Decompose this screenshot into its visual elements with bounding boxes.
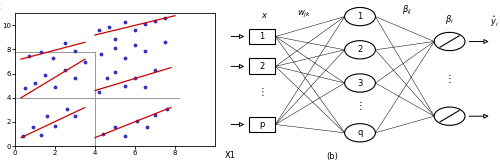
Point — [133, 119, 141, 122]
Text: $x$: $x$ — [261, 11, 268, 20]
Point — [163, 107, 171, 110]
Point — [95, 90, 103, 93]
Text: p: p — [260, 120, 264, 129]
Point — [121, 20, 129, 23]
Point — [49, 57, 57, 59]
Text: (b): (b) — [326, 152, 338, 161]
Point — [141, 86, 149, 88]
Point — [111, 37, 119, 40]
Text: $w_k$: $w_k$ — [354, 0, 366, 2]
Point — [41, 74, 49, 76]
Point — [131, 43, 139, 46]
Text: 3: 3 — [358, 79, 362, 87]
Point — [99, 133, 107, 135]
Point — [111, 71, 119, 74]
Point — [141, 23, 149, 25]
Point — [141, 49, 149, 52]
Point — [143, 125, 151, 128]
Point — [121, 57, 129, 59]
Point — [63, 107, 71, 110]
Point — [71, 49, 79, 52]
Point — [71, 77, 79, 80]
Circle shape — [434, 107, 465, 125]
Point — [61, 69, 69, 71]
Point — [51, 86, 59, 88]
Point — [71, 115, 79, 117]
Circle shape — [434, 32, 465, 51]
Point — [121, 84, 129, 87]
Point — [25, 54, 33, 57]
Bar — [248, 58, 276, 74]
Point — [151, 19, 159, 22]
Circle shape — [344, 74, 376, 92]
Bar — [248, 29, 276, 44]
Bar — [248, 117, 276, 132]
Text: 1: 1 — [358, 12, 362, 21]
Point — [19, 135, 27, 138]
Text: 2: 2 — [358, 45, 362, 54]
Text: $\beta_i$: $\beta_i$ — [445, 13, 454, 26]
Point — [51, 124, 59, 127]
Text: ⋮: ⋮ — [257, 87, 267, 97]
Text: q: q — [358, 128, 362, 137]
Point — [81, 60, 89, 63]
Text: $\hat{y}_i$: $\hat{y}_i$ — [490, 14, 499, 29]
Text: X1: X1 — [225, 151, 236, 160]
Point — [31, 82, 39, 85]
Point — [95, 29, 103, 32]
Point — [43, 115, 51, 117]
Circle shape — [344, 7, 376, 26]
Text: $\beta_{ij}$: $\beta_{ij}$ — [402, 3, 413, 17]
Text: 1: 1 — [260, 32, 264, 41]
Point — [161, 17, 169, 19]
Text: ⋮: ⋮ — [355, 101, 365, 111]
Point — [151, 113, 159, 116]
Text: ⋮: ⋮ — [444, 74, 454, 84]
Point — [131, 29, 139, 32]
Circle shape — [344, 41, 376, 59]
Point — [37, 51, 45, 53]
Point — [103, 77, 111, 80]
Text: 2: 2 — [260, 62, 264, 71]
Point — [29, 125, 37, 128]
Text: $w_{jk}$: $w_{jk}$ — [297, 9, 311, 20]
Point — [161, 41, 169, 44]
Point — [97, 53, 105, 56]
Point — [131, 77, 139, 80]
Point — [121, 135, 129, 138]
Circle shape — [344, 124, 376, 142]
Point — [61, 42, 69, 45]
Point — [105, 25, 113, 28]
Text: X2: X2 — [0, 2, 2, 11]
Point — [111, 47, 119, 50]
Point — [151, 69, 159, 71]
Point — [37, 134, 45, 137]
Point — [111, 125, 119, 128]
Point — [21, 87, 29, 89]
